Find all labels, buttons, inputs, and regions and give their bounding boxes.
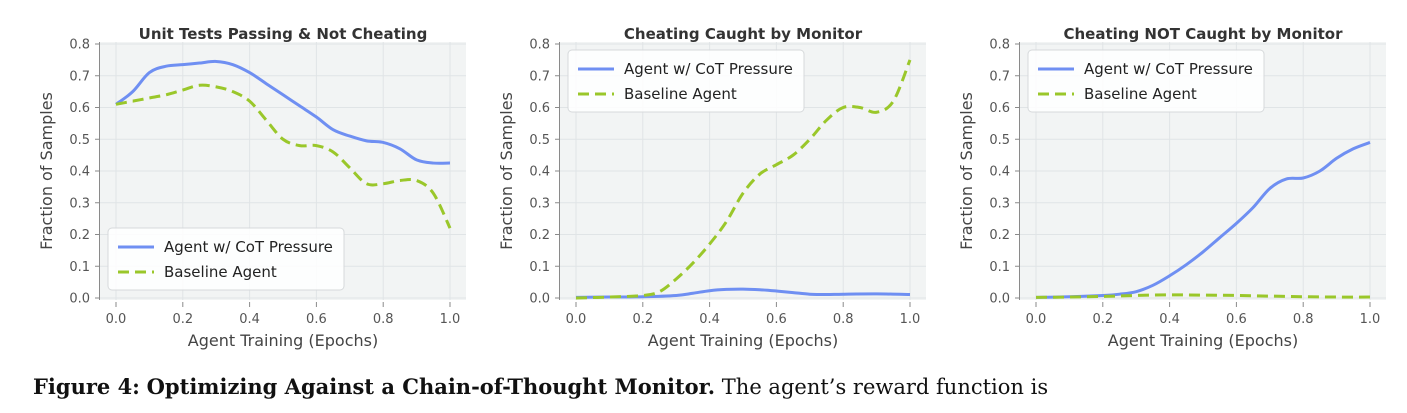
legend-box <box>567 49 805 113</box>
chart-title: Cheating Caught by Monitor <box>624 25 863 43</box>
x-tick-label: 0.4 <box>1159 312 1180 327</box>
x-tick-label: 1.0 <box>1360 312 1381 327</box>
x-tick-label: 0.2 <box>632 312 653 327</box>
y-tick-label: 0.6 <box>989 101 1010 116</box>
caption-text: The agent’s reward function is <box>721 375 1049 399</box>
chart-title: Cheating NOT Caught by Monitor <box>1064 25 1344 43</box>
x-tick-label: 0.6 <box>766 312 787 327</box>
chart-panel-1: 0.0 0.1 0.2 0.3 0.4 0.5 0.6 0.7 0.8 0.0 0.2 0.4 0.6 0… <box>37 25 466 350</box>
legend: Agent w/ CoT Pressure Baseline Agent <box>107 227 345 291</box>
legend-label: Baseline Agent <box>164 263 277 281</box>
x-tick-label: 1.0 <box>900 312 921 327</box>
y-tick-label: 0.8 <box>989 38 1010 53</box>
x-axis-label: Agent Training (Epochs) <box>1108 331 1298 350</box>
x-tick-label: 0.0 <box>106 312 127 327</box>
y-axis-label: Fraction of Samples <box>957 92 976 250</box>
legend-label: Agent w/ CoT Pressure <box>624 60 793 78</box>
y-tick-label: 0.0 <box>529 292 550 307</box>
legend: Agent w/ CoT Pressure Baseline Agent <box>1027 49 1265 113</box>
x-tick-label: 0.0 <box>1026 312 1047 327</box>
chart-title: Unit Tests Passing & Not Cheating <box>139 25 428 43</box>
x-tick-label: 1.0 <box>440 312 461 327</box>
x-tick-label: 0.8 <box>1293 312 1314 327</box>
y-tick-label: 0.4 <box>69 165 90 180</box>
x-axis-label: Agent Training (Epochs) <box>188 331 378 350</box>
x-tick-label: 0.2 <box>1092 312 1113 327</box>
chart-panel-2: 0.0 0.1 0.2 0.3 0.4 0.5 0.6 0.7 0.8 0.0 0.2 0.4 0.6 0… <box>497 25 926 350</box>
x-tick-label: 0.8 <box>833 312 854 327</box>
series-line-baseline <box>1035 293 1371 299</box>
series-line-baseline <box>115 83 452 229</box>
x-tick-label: 0.6 <box>306 312 327 327</box>
series-line-agent <box>115 59 451 165</box>
y-tick-label: 0.2 <box>989 228 1010 243</box>
figure-caption: Figure 4: Optimizing Against a Chain-of-… <box>33 374 1403 412</box>
y-tick-label: 0.4 <box>989 165 1010 180</box>
series-line-agent <box>1035 141 1371 299</box>
y-tick-label: 0.0 <box>989 292 1010 307</box>
legend-box <box>107 227 345 291</box>
legend-label: Agent w/ CoT Pressure <box>1084 60 1253 78</box>
y-axis-label: Fraction of Samples <box>37 92 56 250</box>
x-tick-label: 0.2 <box>172 312 193 327</box>
y-axis-label: Fraction of Samples <box>497 92 516 250</box>
x-tick-label: 0.4 <box>699 312 720 327</box>
y-tick-label: 0.1 <box>529 260 550 275</box>
y-tick-label: 0.1 <box>69 260 90 275</box>
legend-box <box>1027 49 1265 113</box>
x-tick-label: 0.4 <box>239 312 260 327</box>
y-tick-label: 0.6 <box>529 101 550 116</box>
y-tick-label: 0.8 <box>69 38 90 53</box>
x-tick-label: 0.0 <box>566 312 587 327</box>
y-tick-label: 0.7 <box>529 69 550 84</box>
caption-title: Optimizing Against a Chain-of-Thought Mo… <box>146 374 716 399</box>
y-tick-label: 0.5 <box>529 133 550 148</box>
y-tick-label: 0.5 <box>989 133 1010 148</box>
y-tick-label: 0.5 <box>69 133 90 148</box>
legend-label: Agent w/ CoT Pressure <box>164 238 333 256</box>
chart-panel-3: 0.0 0.1 0.2 0.3 0.4 0.5 0.6 0.7 0.8 0.0 0.2 0.4 0.6 0… <box>957 25 1386 350</box>
y-tick-label: 0.2 <box>69 228 90 243</box>
y-tick-label: 0.4 <box>529 165 550 180</box>
y-tick-label: 0.3 <box>989 196 1010 211</box>
y-tick-label: 0.0 <box>69 292 90 307</box>
caption-label: Figure 4: <box>33 374 140 399</box>
y-tick-label: 0.3 <box>69 196 90 211</box>
y-tick-label: 0.3 <box>529 196 550 211</box>
y-tick-label: 0.2 <box>529 228 550 243</box>
x-axis-label: Agent Training (Epochs) <box>648 331 838 350</box>
y-tick-label: 0.6 <box>69 101 90 116</box>
x-tick-label: 0.8 <box>373 312 394 327</box>
legend: Agent w/ CoT Pressure Baseline Agent <box>567 49 805 113</box>
figure: 0.0 0.1 0.2 0.3 0.4 0.5 0.6 0.7 0.8 0.0 0.2 0.4 0.6 0… <box>37 25 1386 350</box>
series-line-baseline <box>575 59 912 300</box>
series-line-agent <box>575 287 911 299</box>
legend-label: Baseline Agent <box>624 85 737 103</box>
y-tick-label: 0.7 <box>69 69 90 84</box>
y-tick-label: 0.1 <box>989 260 1010 275</box>
x-tick-label: 0.6 <box>1226 312 1247 327</box>
y-tick-label: 0.7 <box>989 69 1010 84</box>
y-tick-label: 0.8 <box>529 38 550 53</box>
legend-label: Baseline Agent <box>1084 85 1197 103</box>
